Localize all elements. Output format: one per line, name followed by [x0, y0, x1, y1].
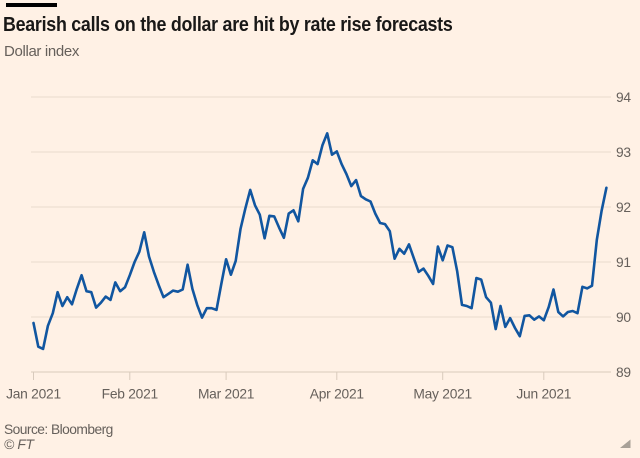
svg-text:90: 90 — [616, 310, 631, 325]
svg-text:Feb 2021: Feb 2021 — [102, 386, 158, 401]
svg-text:92: 92 — [616, 200, 631, 215]
svg-text:Jan 2021: Jan 2021 — [6, 386, 61, 401]
svg-text:94: 94 — [616, 90, 631, 105]
svg-text:Apr 2021: Apr 2021 — [310, 386, 364, 401]
svg-text:93: 93 — [616, 145, 631, 160]
svg-text:89: 89 — [616, 365, 631, 380]
svg-text:Mar 2021: Mar 2021 — [198, 386, 254, 401]
svg-text:May 2021: May 2021 — [413, 386, 472, 401]
svg-text:Jun 2021: Jun 2021 — [516, 386, 571, 401]
svg-text:91: 91 — [616, 255, 631, 270]
